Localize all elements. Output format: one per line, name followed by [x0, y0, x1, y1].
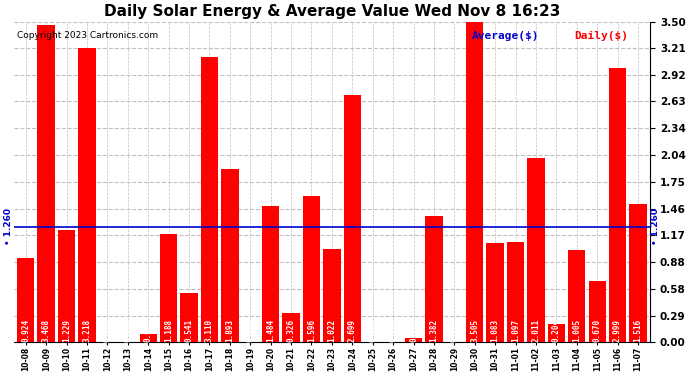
- Text: 3.468: 3.468: [41, 318, 50, 342]
- Text: Average($): Average($): [472, 32, 540, 41]
- Bar: [201, 57, 218, 342]
- Bar: [303, 196, 320, 342]
- Bar: [262, 207, 279, 342]
- Text: • 1.260: • 1.260: [651, 209, 660, 246]
- Bar: [37, 25, 55, 342]
- Text: 1.229: 1.229: [62, 318, 71, 342]
- Text: 1.516: 1.516: [633, 318, 642, 342]
- Text: 1.188: 1.188: [164, 318, 173, 342]
- Text: 0.000: 0.000: [388, 318, 397, 342]
- Text: 0.541: 0.541: [184, 318, 193, 342]
- Text: 0.924: 0.924: [21, 318, 30, 342]
- Bar: [282, 312, 299, 342]
- Text: 1.596: 1.596: [307, 318, 316, 342]
- Text: 0.043: 0.043: [409, 318, 418, 342]
- Text: 1.083: 1.083: [491, 318, 500, 342]
- Text: 0.000: 0.000: [103, 318, 112, 342]
- Bar: [221, 169, 239, 342]
- Text: 1.484: 1.484: [266, 318, 275, 342]
- Text: 0.092: 0.092: [144, 318, 152, 342]
- Text: • 1.260: • 1.260: [4, 209, 13, 246]
- Bar: [629, 204, 647, 342]
- Text: 1.893: 1.893: [226, 318, 235, 342]
- Bar: [486, 243, 504, 342]
- Text: 1.382: 1.382: [429, 318, 438, 342]
- Text: 0.002: 0.002: [450, 318, 459, 342]
- Bar: [507, 242, 524, 342]
- Bar: [17, 258, 34, 342]
- Bar: [78, 48, 96, 342]
- Text: 0.009: 0.009: [368, 318, 377, 342]
- Text: Daily($): Daily($): [574, 32, 628, 41]
- Text: 0.000: 0.000: [124, 318, 132, 342]
- Text: Copyright 2023 Cartronics.com: Copyright 2023 Cartronics.com: [17, 32, 158, 40]
- Bar: [58, 230, 75, 342]
- Bar: [548, 324, 565, 342]
- Text: 1.005: 1.005: [572, 318, 581, 342]
- Bar: [589, 281, 606, 342]
- Text: 0.326: 0.326: [286, 318, 295, 342]
- Text: 3.218: 3.218: [83, 318, 92, 342]
- Title: Daily Solar Energy & Average Value Wed Nov 8 16:23: Daily Solar Energy & Average Value Wed N…: [104, 4, 560, 19]
- Text: 2.011: 2.011: [531, 318, 540, 342]
- Bar: [425, 216, 442, 342]
- Text: 3.505: 3.505: [470, 318, 480, 342]
- Bar: [180, 293, 198, 342]
- Bar: [568, 251, 585, 342]
- Bar: [405, 339, 422, 342]
- Text: 0.670: 0.670: [593, 318, 602, 342]
- Text: 1.097: 1.097: [511, 318, 520, 342]
- Bar: [609, 68, 627, 342]
- Text: 0.000: 0.000: [246, 318, 255, 342]
- Text: 1.022: 1.022: [327, 318, 336, 342]
- Bar: [139, 334, 157, 342]
- Bar: [323, 249, 341, 342]
- Bar: [527, 158, 544, 342]
- Text: 2.999: 2.999: [613, 318, 622, 342]
- Bar: [160, 234, 177, 342]
- Text: 0.204: 0.204: [552, 318, 561, 342]
- Bar: [466, 21, 484, 342]
- Bar: [344, 95, 361, 342]
- Text: 2.699: 2.699: [348, 318, 357, 342]
- Text: 3.110: 3.110: [205, 318, 214, 342]
